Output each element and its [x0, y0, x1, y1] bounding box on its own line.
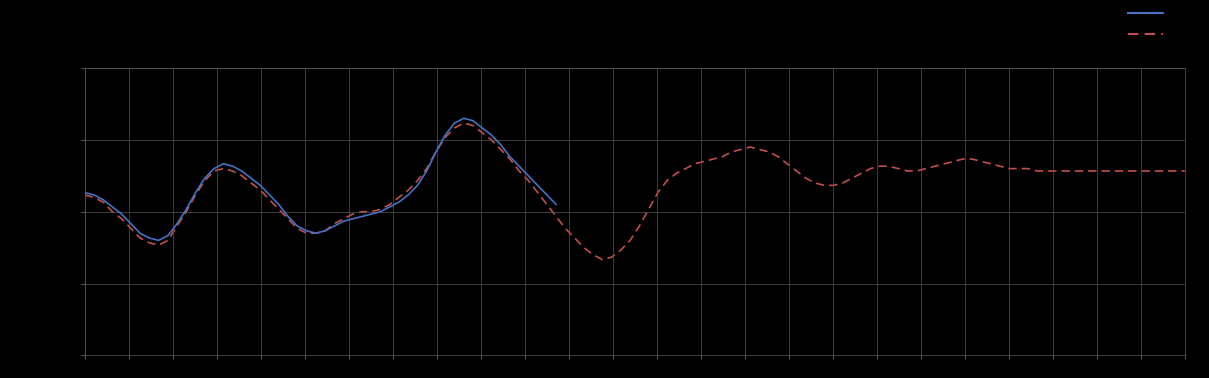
Legend: , : , — [1123, 3, 1178, 46]
